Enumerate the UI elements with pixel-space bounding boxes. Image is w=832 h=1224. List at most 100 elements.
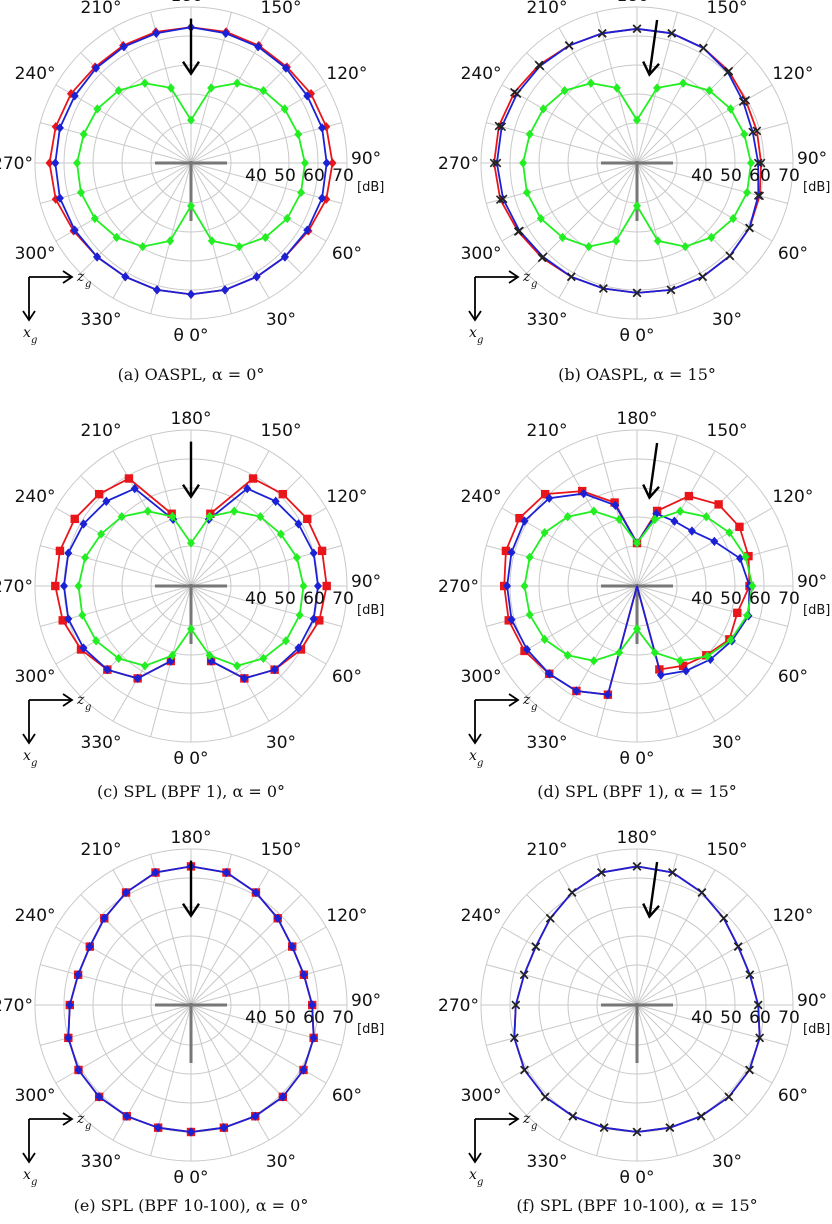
radial-tick-70: 70 — [778, 166, 800, 186]
data-point-green — [536, 213, 545, 224]
data-point-blue — [299, 970, 308, 980]
data-point-blue — [55, 193, 64, 203]
angle-label-210: 210° — [81, 421, 122, 441]
data-point-blue — [599, 284, 608, 293]
data-point-blue — [187, 289, 195, 300]
grid-spoke — [40, 162, 192, 204]
grid-spoke — [150, 1004, 192, 1156]
data-point-blue — [294, 643, 303, 653]
data-point-green — [702, 512, 711, 522]
xg-axis-arrowhead — [468, 733, 482, 745]
angle-label-330: 330° — [81, 310, 122, 330]
grid-spoke — [55, 926, 192, 1006]
grid-spoke — [596, 1004, 638, 1156]
angle-label-90: 90° — [797, 572, 827, 592]
xg-label: x — [469, 1167, 477, 1183]
grid-spoke — [150, 854, 192, 1006]
data-point-blue — [271, 496, 280, 506]
angle-label-300: 300° — [461, 667, 502, 687]
data-point-green — [612, 236, 621, 246]
data-point-blue — [309, 548, 318, 558]
grid-spoke — [636, 585, 748, 697]
panel-caption-b: (b) OASPL, α = 15° — [558, 365, 716, 384]
data-point-blue — [498, 194, 508, 204]
angle-label-90: 90° — [351, 572, 381, 592]
data-point-blue — [568, 1111, 578, 1121]
data-point-blue — [540, 1092, 550, 1102]
data-point-blue — [219, 1123, 228, 1133]
data-point-red — [315, 616, 324, 625]
grid-spoke — [190, 162, 342, 204]
data-point-green — [112, 232, 121, 243]
data-point-blue — [122, 1111, 131, 1121]
data-point-blue — [753, 1000, 763, 1010]
data-point-blue — [503, 581, 512, 591]
data-point-green — [707, 232, 716, 243]
data-point-blue — [507, 547, 516, 558]
zg-label: z — [522, 692, 531, 708]
grid-spoke — [501, 162, 638, 242]
data-point-blue — [723, 67, 733, 77]
data-point-green — [525, 129, 534, 139]
xg-axis-arrowhead — [22, 733, 36, 745]
data-point-blue — [632, 24, 642, 34]
angle-label-90: 90° — [351, 149, 381, 169]
unit-label: [dB] — [803, 180, 830, 195]
data-point-blue — [687, 526, 696, 536]
xg-label-sub: g — [477, 758, 483, 769]
data-point-blue — [154, 1123, 163, 1133]
zg-axis-arrowhead — [62, 270, 74, 284]
theta-zero-label: θ 0° — [173, 1168, 208, 1188]
angle-label-210: 210° — [527, 0, 568, 18]
angle-label-30: 30° — [712, 310, 742, 330]
angle-label-300: 300° — [15, 1086, 56, 1106]
data-point-green — [114, 85, 123, 96]
data-point-blue — [79, 519, 88, 529]
radial-tick-70: 70 — [332, 589, 354, 609]
angle-label-150: 150° — [707, 421, 748, 441]
data-point-blue — [725, 251, 735, 261]
data-point-green — [633, 115, 641, 125]
data-point-green — [187, 538, 195, 548]
flow-direction-arrow — [648, 442, 659, 498]
angle-label-300: 300° — [461, 244, 502, 264]
data-point-blue — [70, 225, 79, 235]
angle-label-60: 60° — [332, 667, 362, 687]
data-point-blue — [252, 272, 261, 282]
grid-spoke — [112, 27, 192, 164]
radial-tick-40: 40 — [245, 166, 267, 186]
grid-spoke — [636, 964, 788, 1006]
data-point-green — [230, 506, 239, 516]
angle-label-30: 30° — [266, 310, 296, 330]
angle-label-180: 180° — [171, 0, 212, 6]
data-point-red — [51, 581, 60, 591]
data-point-green — [205, 650, 214, 661]
radial-tick-60: 60 — [303, 166, 325, 186]
data-point-blue — [545, 913, 555, 923]
data-point-blue — [724, 1092, 734, 1102]
data-point-blue — [222, 867, 231, 878]
radial-tick-70: 70 — [332, 166, 354, 186]
zg-label-sub: g — [531, 1121, 537, 1132]
angle-label-210: 210° — [81, 840, 122, 860]
xg-label: x — [469, 748, 477, 764]
data-point-green — [207, 236, 216, 246]
zg-label: z — [522, 269, 531, 285]
data-point-green — [522, 187, 531, 198]
angle-label-240: 240° — [15, 64, 56, 84]
angle-label-210: 210° — [527, 840, 568, 860]
angle-label-30: 30° — [266, 733, 296, 753]
panel-caption-f: (f) SPL (BPF 10-100), α = 15° — [516, 1196, 757, 1215]
data-point-blue — [697, 888, 707, 897]
data-point-red — [322, 581, 331, 591]
data-point-green — [743, 187, 752, 198]
data-point-green — [168, 650, 177, 661]
data-point-blue — [512, 89, 522, 99]
data-point-green — [117, 512, 126, 522]
unit-label: [dB] — [803, 603, 830, 618]
radial-tick-60: 60 — [303, 1008, 325, 1028]
grid-spoke — [596, 435, 638, 587]
data-point-green — [519, 158, 528, 168]
data-point-blue — [753, 158, 763, 168]
data-point-green — [558, 232, 567, 243]
